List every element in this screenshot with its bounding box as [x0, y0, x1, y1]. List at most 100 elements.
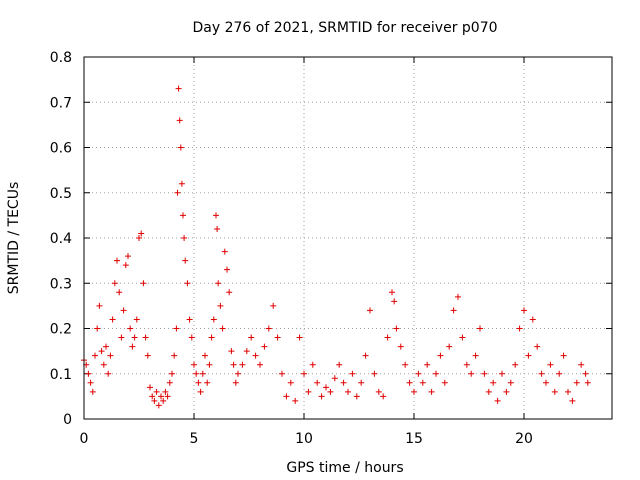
data-point	[125, 253, 131, 260]
data-point	[274, 334, 281, 341]
data-point	[111, 280, 118, 287]
x-tick-label: 10	[295, 431, 313, 447]
data-point	[279, 370, 285, 377]
data-point	[521, 307, 527, 314]
data-point	[499, 370, 505, 377]
x-tick-label: 20	[515, 431, 533, 447]
data-point	[547, 361, 554, 368]
data-point	[228, 348, 235, 355]
data-point	[578, 361, 585, 368]
data-point	[96, 302, 103, 309]
data-point	[219, 325, 226, 332]
data-point	[481, 370, 488, 377]
data-point	[202, 352, 208, 359]
data-point	[160, 397, 167, 404]
x-tick-label: 0	[80, 431, 89, 447]
data-point	[235, 370, 241, 377]
data-point	[158, 393, 164, 400]
y-axis-label: SRMTID / TECUs	[6, 182, 22, 295]
data-point	[214, 225, 221, 232]
data-point	[178, 180, 185, 187]
data-point	[224, 266, 230, 273]
data-point	[468, 370, 475, 377]
y-tick-label: 0.2	[50, 322, 72, 338]
data-point	[195, 379, 202, 386]
data-point	[215, 280, 222, 287]
y-tick-label: 0.8	[50, 50, 72, 66]
data-point	[529, 316, 536, 323]
data-point	[446, 343, 453, 350]
data-point	[323, 384, 329, 391]
data-point	[270, 302, 277, 309]
data-point	[138, 230, 145, 237]
ticks: 0 5 10 15 20 0 0.1 0.2 0.3 0.4 0.5 0.6 0.7 0.8	[50, 50, 612, 447]
data-point	[380, 393, 387, 400]
data-point	[204, 379, 211, 386]
data-point	[455, 293, 461, 300]
data-point	[144, 352, 151, 359]
data-point	[199, 370, 206, 377]
data-point	[327, 388, 334, 395]
data-point	[180, 212, 186, 219]
data-point	[114, 257, 120, 264]
data-point	[428, 388, 435, 395]
data-point	[120, 307, 127, 314]
data-point	[122, 262, 129, 269]
data-point	[450, 307, 457, 314]
data-point	[92, 352, 98, 359]
data-point	[174, 189, 181, 196]
data-point	[384, 334, 391, 341]
chart-title: Day 276 of 2021, SRMTID for receiver p07…	[192, 20, 497, 36]
data-point	[230, 361, 237, 368]
data-point	[305, 388, 312, 395]
data-point	[133, 316, 140, 323]
data-point	[490, 379, 497, 386]
data-point	[177, 144, 184, 151]
data-point	[89, 388, 96, 395]
data-point	[107, 352, 114, 359]
data-point	[287, 379, 294, 386]
data-point	[116, 289, 123, 296]
data-point	[105, 370, 112, 377]
data-point	[345, 388, 351, 395]
data-point	[118, 334, 125, 341]
data-point	[131, 334, 138, 341]
data-point	[309, 361, 316, 368]
data-point	[94, 325, 101, 332]
data-point	[340, 379, 347, 386]
data-point	[181, 235, 188, 241]
data-point	[98, 348, 105, 355]
data-point	[147, 384, 153, 391]
data-point	[166, 379, 173, 386]
data-point	[142, 334, 149, 341]
data-point	[164, 393, 171, 400]
data-point	[415, 370, 422, 377]
data-point	[151, 397, 158, 404]
data-point	[87, 379, 94, 386]
data-point	[136, 235, 142, 241]
data-point	[210, 316, 217, 323]
data-point	[314, 379, 321, 386]
data-point	[103, 343, 109, 350]
data-point	[525, 352, 532, 359]
x-tick-label: 5	[190, 431, 199, 447]
data-point	[197, 388, 204, 395]
data-point	[477, 325, 483, 332]
data-point	[516, 325, 523, 332]
data-point	[584, 379, 591, 386]
data-point	[296, 334, 303, 341]
data-point	[221, 248, 228, 255]
data-point	[206, 361, 213, 368]
data-point	[252, 352, 259, 359]
data-point	[226, 289, 233, 296]
data-point	[494, 397, 501, 404]
data-point	[419, 379, 426, 386]
data-point	[100, 361, 107, 368]
data-point	[353, 393, 360, 400]
y-tick-label: 0.1	[50, 367, 72, 383]
data-point	[556, 370, 563, 377]
data-point	[543, 379, 549, 386]
data-point	[538, 370, 545, 377]
data-point	[362, 352, 369, 359]
data-point	[393, 325, 400, 332]
